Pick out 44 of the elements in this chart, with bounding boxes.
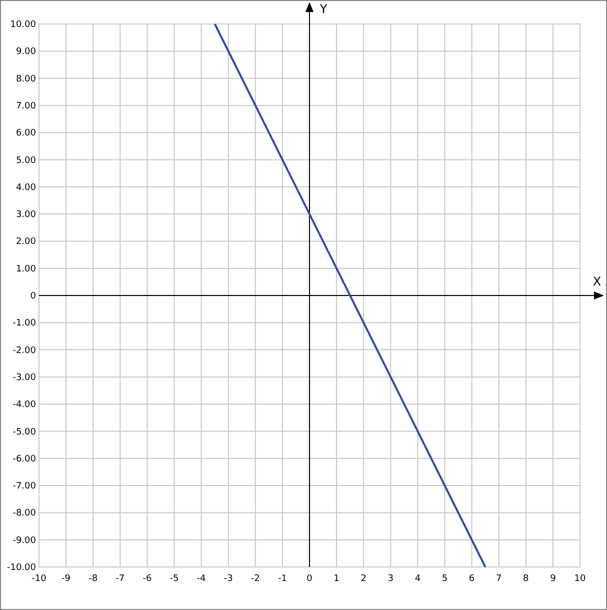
y-tick-label: 9.00	[16, 47, 36, 58]
y-axis-title: Y	[318, 2, 328, 16]
y-tick-label: -2.00	[12, 346, 36, 356]
y-tick-label: 6.00	[16, 128, 36, 139]
y-tick-label: -5.00	[12, 427, 36, 438]
x-tick-label: -9	[62, 574, 71, 584]
y-tick-label: 1.00	[16, 264, 36, 274]
y-tick-label: 4.00	[16, 182, 36, 193]
y-tick-label: 0	[30, 292, 36, 302]
x-tick-label: -2	[250, 574, 260, 584]
y-tick-label: 3.00	[16, 210, 36, 220]
x-tick-label: 0	[306, 574, 313, 584]
x-tick-label: -1	[278, 574, 287, 584]
x-tick-label: -5	[170, 574, 179, 584]
x-tick-label: 6	[468, 574, 475, 584]
x-tick-label: 3	[388, 574, 394, 584]
x-tick-label: -4	[196, 574, 206, 584]
y-tick-label: -9.00	[12, 536, 36, 546]
x-tick-label: -10	[32, 574, 47, 584]
x-tick-label: 8	[523, 574, 530, 584]
y-tick-label: 2.00	[16, 237, 36, 248]
x-tick-label: 2	[360, 574, 366, 584]
y-tick-label: -7.00	[12, 482, 36, 492]
x-tick-label: -7	[116, 574, 125, 584]
x-tick-label: 9	[550, 574, 556, 584]
x-tick-label: 7	[496, 574, 502, 584]
x-tick-label: -3	[224, 574, 233, 584]
y-tick-label: -8.00	[12, 508, 36, 519]
y-tick-label: 8.00	[16, 74, 36, 84]
x-tick-label: -6	[142, 574, 152, 584]
x-axis-title: X	[592, 274, 602, 288]
x-tick-label: 10	[574, 574, 586, 584]
x-tick-label: 4	[414, 574, 421, 584]
y-tick-label: -4.00	[12, 400, 36, 410]
y-tick-label: -3.00	[12, 372, 36, 383]
y-tick-label: -6.00	[12, 454, 36, 464]
y-tick-label: 5.00	[16, 156, 36, 166]
x-tick-label: 5	[442, 574, 448, 584]
y-tick-label: 7.00	[16, 101, 36, 112]
x-tick-label: 1	[334, 574, 340, 584]
x-tick-label: -8	[88, 574, 98, 584]
y-tick-label: 10.00	[10, 20, 36, 30]
y-tick-label: -1.00	[12, 318, 36, 329]
y-tick-label: -10.00	[6, 563, 36, 573]
